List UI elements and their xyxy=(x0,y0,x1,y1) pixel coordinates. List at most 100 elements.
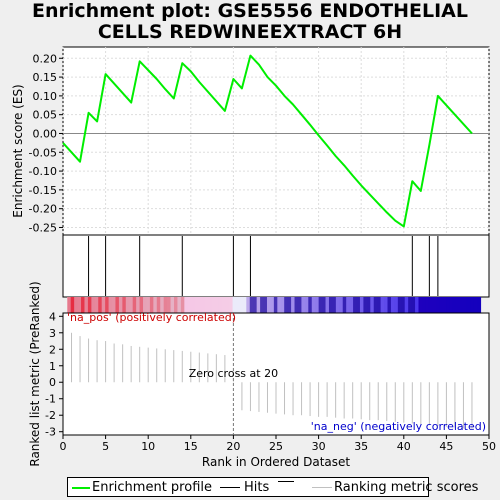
colorbar-segment xyxy=(94,297,99,313)
colorbar-segment xyxy=(156,297,161,313)
colorbar-segment xyxy=(235,297,241,313)
colorbar-segment xyxy=(473,297,478,313)
colorbar-segment xyxy=(146,297,151,313)
colorbar-segment xyxy=(253,297,258,313)
legend: Enrichment profile Hits Ranking metric s… xyxy=(67,477,478,497)
colorbar-segment xyxy=(260,297,265,313)
colorbar-segment xyxy=(84,297,89,313)
ranking-y-tick-label: 4 xyxy=(49,310,56,323)
es-y-tick-label: -0.05 xyxy=(29,146,57,159)
colorbar-segment xyxy=(160,297,165,313)
na-pos-annotation: 'na_pos' (positively correlated) xyxy=(67,311,236,324)
colorbar-segment xyxy=(421,297,426,313)
colorbar-segment xyxy=(456,297,461,313)
colorbar-segment xyxy=(232,297,237,313)
colorbar-segment xyxy=(291,297,296,313)
colorbar-segment xyxy=(384,297,389,313)
colorbar-segment xyxy=(339,297,344,313)
legend-hits: Hits xyxy=(244,480,270,495)
colorbar-segment xyxy=(277,297,282,313)
colorbar-segment xyxy=(225,297,230,313)
colorbar-segment xyxy=(394,297,399,313)
x-tick-label: 10 xyxy=(141,440,155,453)
colorbar-segment xyxy=(191,297,196,313)
colorbar-segment xyxy=(170,297,175,313)
colorbar-segment xyxy=(215,297,220,313)
colorbar-segment xyxy=(442,297,447,313)
x-tick-label: 45 xyxy=(439,440,453,453)
ranking-y-tick-label: -2 xyxy=(45,409,56,422)
colorbar-segment xyxy=(139,297,144,313)
colorbar-segment xyxy=(180,297,185,313)
legend-enrichment-profile: Enrichment profile xyxy=(92,480,212,495)
colorbar-segment xyxy=(349,297,354,313)
colorbar-segment xyxy=(77,297,82,313)
colorbar-segment xyxy=(470,297,475,313)
colorbar-segment xyxy=(270,297,275,313)
colorbar-segment xyxy=(174,297,179,313)
colorbar-segment xyxy=(266,297,272,313)
es-y-axis-label: Enrichment score (ES) xyxy=(11,84,25,217)
colorbar-segment xyxy=(452,297,457,313)
x-tick-label: 50 xyxy=(482,440,496,453)
colorbar-segment xyxy=(222,297,227,313)
colorbar-segment xyxy=(311,297,316,313)
ranking-y-ticks: 4 3 2 1 0 -1 -2 -3 xyxy=(45,310,63,439)
ranking-y-tick-label: 2 xyxy=(49,343,56,356)
colorbar-segment xyxy=(211,297,216,313)
ranking-y-tick-label: -1 xyxy=(45,393,56,406)
colorbar-segment xyxy=(297,297,303,313)
colorbar-segment xyxy=(387,297,392,313)
es-y-tick-label: 0.00 xyxy=(33,127,58,140)
colorbar-segment xyxy=(380,297,385,313)
colorbar-segment xyxy=(294,297,299,313)
colorbar-segment xyxy=(418,297,423,313)
colorbar-segment xyxy=(370,297,375,313)
hits-panel xyxy=(62,234,490,298)
colorbar-segment xyxy=(425,297,430,313)
colorbar-segment xyxy=(153,297,158,313)
colorbar-segment xyxy=(108,297,113,313)
colorbar-segment xyxy=(446,297,451,313)
colorbar-segment xyxy=(246,297,251,313)
colorbar-segment xyxy=(318,297,323,313)
hits-lines xyxy=(88,236,439,296)
colorbar-segment xyxy=(356,297,361,313)
colorbar-segment xyxy=(242,297,247,313)
colorbar-segment xyxy=(194,297,199,313)
colorbar-segment xyxy=(366,297,371,313)
colorbar-segment xyxy=(263,297,268,313)
x-tick-label: 30 xyxy=(312,440,326,453)
colorbar-segment xyxy=(428,297,433,313)
colorbar-segment xyxy=(167,297,172,313)
colorbar-segment xyxy=(70,297,75,313)
colorbar-segment xyxy=(184,297,189,313)
chart-title: Enrichment plot: GSE5556 ENDOTHELIAL CEL… xyxy=(32,0,468,43)
colorbar-segment xyxy=(273,297,278,313)
colorbar-segment xyxy=(432,297,437,313)
colorbar-segment xyxy=(363,297,368,313)
legend-swatch-ranking xyxy=(312,487,332,488)
colorbar-segment xyxy=(239,297,244,313)
colorbar-segment xyxy=(205,297,210,313)
colorbar-segment xyxy=(208,297,213,313)
colorbar-segment xyxy=(308,297,313,313)
colorbar-segment xyxy=(404,297,409,313)
x-tick-label: 20 xyxy=(226,440,240,453)
colorbar-segment xyxy=(335,297,340,313)
colorbar-segment xyxy=(466,297,471,313)
es-line-group xyxy=(62,54,473,228)
colorbar-segment xyxy=(353,297,358,313)
colorbar-segment xyxy=(328,297,334,313)
colorbar-segment xyxy=(304,297,309,313)
x-tick-label: 25 xyxy=(269,440,283,453)
colorbar-segment xyxy=(280,297,285,313)
colorbar-segment xyxy=(256,297,261,313)
na-neg-annotation: 'na_neg' (negatively correlated) xyxy=(311,420,486,433)
x-tick-label: 5 xyxy=(102,440,109,453)
legend-ranking-metric-scores: Ranking metric scores xyxy=(334,480,479,495)
colorbar-segment xyxy=(408,297,413,313)
es-y-tick-label: 0.20 xyxy=(33,52,58,65)
enrichment-profile-line xyxy=(62,54,473,228)
